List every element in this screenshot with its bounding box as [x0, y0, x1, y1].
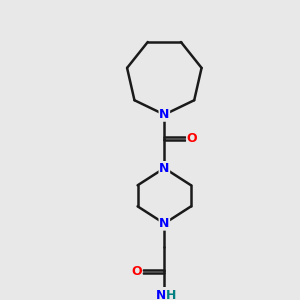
- Text: N: N: [159, 217, 169, 230]
- Text: N: N: [156, 289, 167, 300]
- Text: O: O: [131, 265, 142, 278]
- Text: N: N: [159, 162, 169, 175]
- Text: H: H: [166, 289, 176, 300]
- Text: O: O: [187, 132, 197, 145]
- Text: N: N: [159, 108, 169, 121]
